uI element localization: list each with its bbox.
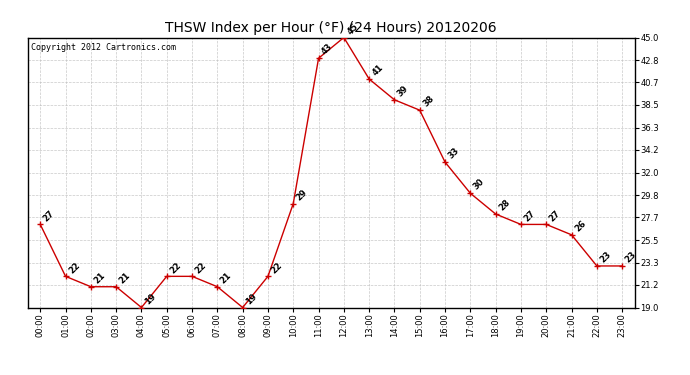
- Text: 29: 29: [295, 188, 309, 202]
- Text: 22: 22: [269, 260, 284, 275]
- Text: 30: 30: [472, 177, 486, 192]
- Title: THSW Index per Hour (°F) (24 Hours) 20120206: THSW Index per Hour (°F) (24 Hours) 2012…: [166, 21, 497, 35]
- Text: Copyright 2012 Cartronics.com: Copyright 2012 Cartronics.com: [30, 43, 176, 52]
- Text: 33: 33: [446, 146, 461, 161]
- Text: 19: 19: [143, 291, 157, 306]
- Text: 45: 45: [345, 21, 360, 36]
- Text: 28: 28: [497, 198, 511, 213]
- Text: 27: 27: [522, 209, 537, 223]
- Text: 22: 22: [193, 260, 208, 275]
- Text: 23: 23: [598, 250, 613, 265]
- Text: 27: 27: [41, 209, 56, 223]
- Text: 27: 27: [548, 209, 562, 223]
- Text: 26: 26: [573, 219, 588, 233]
- Text: 21: 21: [92, 271, 107, 285]
- Text: 22: 22: [168, 260, 183, 275]
- Text: 39: 39: [396, 84, 411, 98]
- Text: 22: 22: [67, 260, 81, 275]
- Text: 19: 19: [244, 291, 259, 306]
- Text: 38: 38: [421, 94, 435, 109]
- Text: 21: 21: [117, 271, 132, 285]
- Text: 23: 23: [624, 250, 638, 265]
- Text: 41: 41: [371, 63, 385, 78]
- Text: 21: 21: [219, 271, 233, 285]
- Text: 43: 43: [320, 42, 335, 57]
